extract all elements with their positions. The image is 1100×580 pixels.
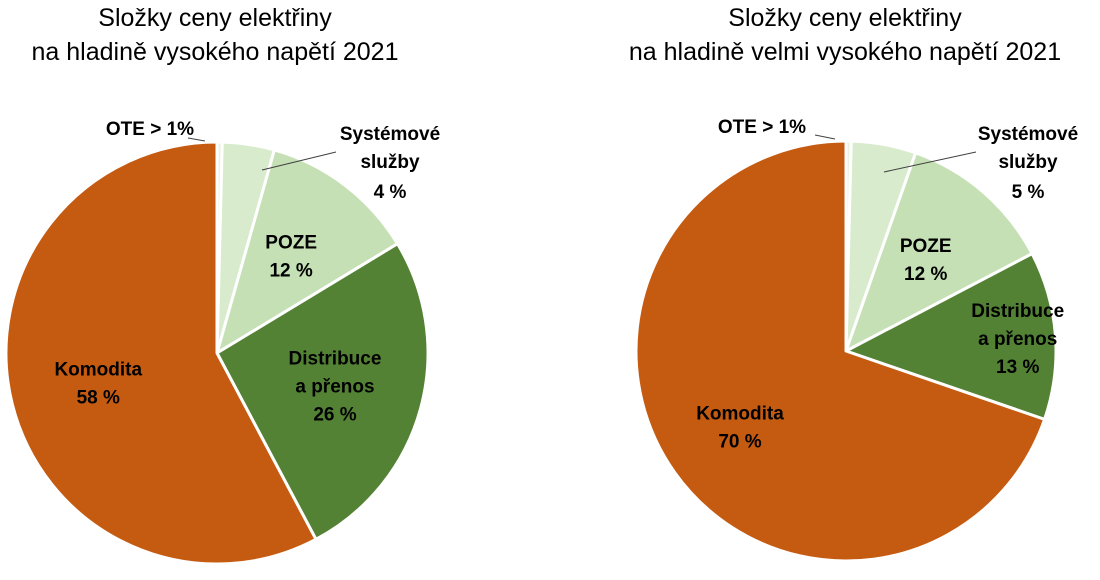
chart2-distribuce-label-2: a přenos — [978, 329, 1057, 350]
chart2-systemove-leader — [883, 151, 977, 173]
chart1-slice-poze — [215, 148, 399, 355]
chart1-poze-label-2: 12 % — [269, 261, 312, 282]
chart1-ote-leader — [187, 137, 206, 142]
chart1-poze-label-1: POZE — [265, 233, 317, 254]
chart2-slice-distribuce — [844, 252, 1058, 421]
chart2-poze-label-1: POZE — [900, 236, 952, 257]
chart1-komodita-label-1: Komodita — [54, 360, 142, 381]
chart2-ote-label: OTE > 1% — [718, 117, 806, 138]
chart2-systemove-value: 5 % — [1012, 182, 1045, 203]
chart2-distribuce-label-1: Distribuce — [971, 301, 1064, 322]
chart2-ote-leader — [814, 134, 836, 140]
chart2-systemove-label-line2: služby — [998, 152, 1058, 173]
chart1-distribuce-label-3: 26 % — [313, 405, 356, 426]
chart1-systemove-leader — [261, 151, 337, 171]
chart1-title-line2: na hladině vysokého napětí 2021 — [32, 38, 399, 66]
chart2-title-line2: na hladině velmi vysokého napětí 2021 — [629, 38, 1061, 66]
chart1-systemove-value: 4 % — [374, 182, 407, 203]
chart1-komodita-label-2: 58 % — [77, 388, 120, 409]
chart1-distribuce-label-1: Distribuce — [289, 349, 382, 370]
chart2-title-line1: Složky ceny elektřiny — [728, 4, 962, 32]
chart1-ote-label: OTE > 1% — [106, 119, 194, 140]
chart2-slice-komodita — [634, 139, 1047, 563]
chart2-distribuce-label-3: 13 % — [996, 357, 1039, 378]
chart1-systemove-label-line2: služby — [360, 152, 420, 173]
chart1-title-line1: Složky ceny elektřiny — [98, 4, 332, 32]
chart2-poze-label-2: 12 % — [904, 264, 947, 285]
chart1-systemove-label-line1: Systémové — [340, 124, 440, 145]
chart2-komodita-label-2: 70 % — [718, 432, 761, 453]
chart2-pie: POZE 12 % Distribuce a přenos 13 % Komodita 70… — [634, 139, 1064, 563]
chart1-slice-distribuce — [215, 242, 430, 541]
chart2-slice-poze — [844, 151, 1034, 353]
chart1-distribuce-label-2: a přenos — [295, 377, 374, 398]
chart1-pie: POZE 12 % Distribuce a přenos 26 % Komodita 58… — [4, 140, 430, 566]
chart2-systemove-label-line1: Systémové — [978, 124, 1078, 145]
chart2-komodita-label-1: Komodita — [696, 404, 784, 425]
chart1-slice-komodita — [4, 140, 318, 566]
